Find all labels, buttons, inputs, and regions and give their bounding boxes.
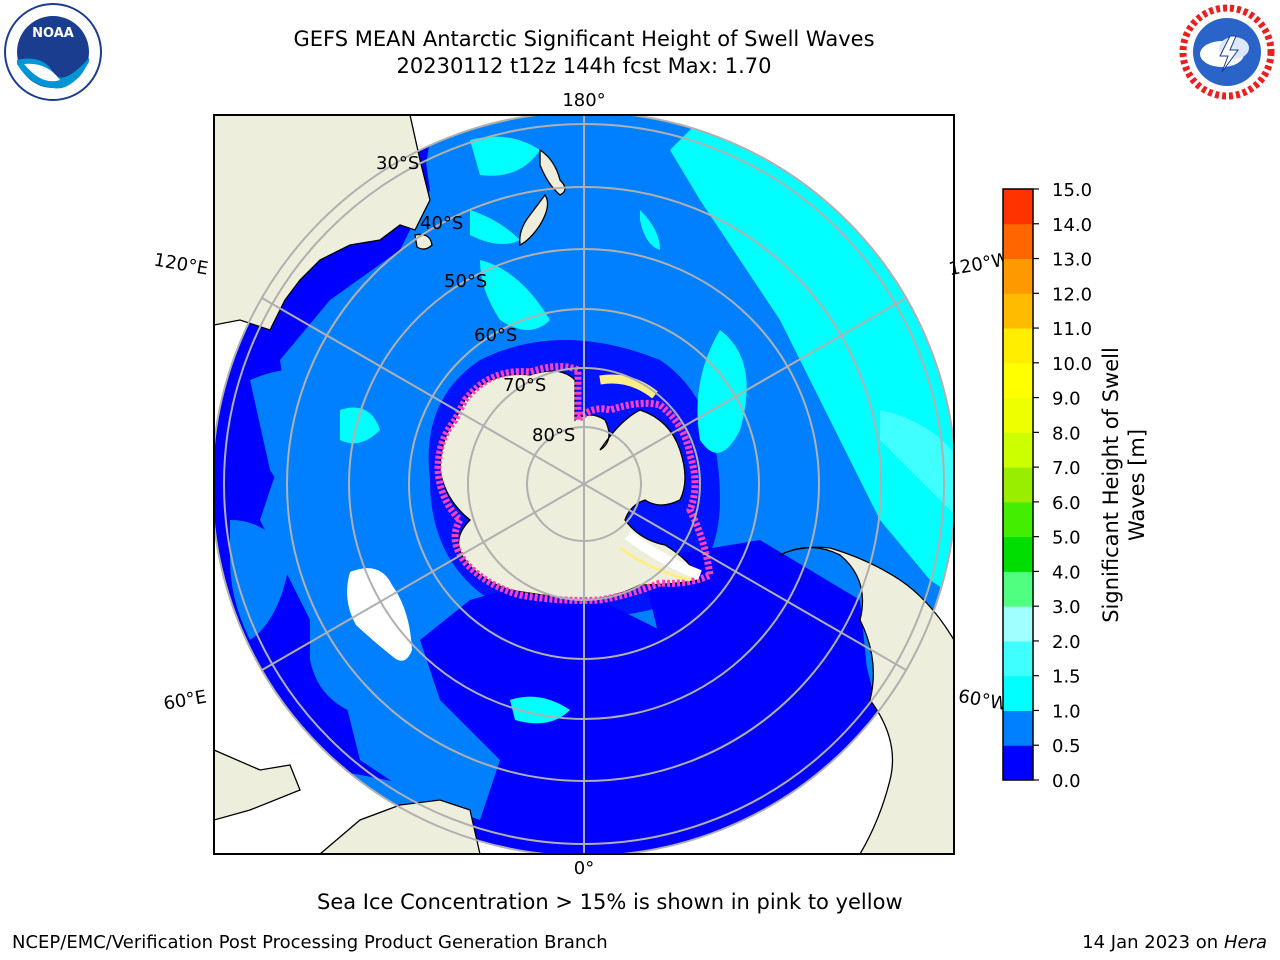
chart-title: GEFS MEAN Antarctic Significant Height o… <box>293 27 875 51</box>
madagascar <box>214 749 301 821</box>
noaa-logo-text: NOAA <box>32 26 74 41</box>
lon-label-top: 180° <box>562 90 605 111</box>
lat-label-30s: 30°S <box>376 153 419 174</box>
footer-date: 14 Jan 2023 on Hera <box>1082 932 1267 953</box>
lat-label-70s: 70°S <box>503 375 546 396</box>
colorbar-segment <box>1003 536 1033 572</box>
colorbar-segment <box>1003 258 1033 294</box>
colorbar-tick-label: 9.0 <box>1052 389 1081 410</box>
colorbar-tick-label: 15.0 <box>1052 180 1092 201</box>
ocean-swell-1.5-2.0 <box>880 410 954 520</box>
colorbar-tick-label: 1.0 <box>1052 701 1081 722</box>
sea-ice-edge <box>434 363 714 604</box>
colorbar-segment <box>1003 745 1033 781</box>
colorbar-segment <box>1003 397 1033 433</box>
colorbar-tick-label: 4.0 <box>1052 562 1081 583</box>
colorbar-segment <box>1003 467 1033 503</box>
colorbar-segment <box>1003 606 1033 642</box>
colorbar-tick-label: 6.0 <box>1052 493 1081 514</box>
colorbar-tick-label: 12.0 <box>1052 284 1092 305</box>
south-america <box>779 546 954 854</box>
colorbar-segment <box>1003 571 1033 607</box>
colorbar-tick-label: 8.0 <box>1052 423 1081 444</box>
colorbar-label: Significant Height of SwellWaves [m] <box>1099 347 1149 623</box>
colorbar-segment <box>1003 293 1033 329</box>
footer-date-text: 14 Jan 2023 on <box>1082 932 1224 953</box>
graticule <box>214 115 954 854</box>
colorbar-segment <box>1003 328 1033 364</box>
colorbar-tick-label: 11.0 <box>1052 319 1092 340</box>
colorbar-segment <box>1003 223 1033 260</box>
no-data-patch <box>347 568 412 661</box>
colorbar-tick-label: 1.5 <box>1052 667 1081 688</box>
chart-subtitle: 20230112 t12z 144h fcst Max: 1.70 <box>396 54 772 78</box>
noaa-logo-icon: NOAA <box>4 3 102 101</box>
sea-ice-caption: Sea Ice Concentration > 15% is shown in … <box>317 890 903 914</box>
footer-branch: NCEP/EMC/Verification Post Processing Pr… <box>12 932 608 953</box>
colorbar-segment <box>1003 501 1033 538</box>
colorbar-tick-label: 7.0 <box>1052 458 1081 479</box>
colorbar-segment <box>1003 675 1033 711</box>
lat-label-40s: 40°S <box>420 213 463 234</box>
colorbar-tick-label: 0.0 <box>1052 771 1081 792</box>
colorbar-tick-label: 14.0 <box>1052 215 1092 236</box>
australia <box>214 115 431 331</box>
colorbar-tick-label: 13.0 <box>1052 250 1092 271</box>
colorbar-segment <box>1003 432 1033 468</box>
map-frame <box>213 114 955 855</box>
lat-label-80s: 80°S <box>532 425 575 446</box>
colorbar-tick-label: 10.0 <box>1052 354 1092 375</box>
colorbar-segment <box>1003 640 1033 677</box>
lat-label-60s: 60°S <box>474 325 517 346</box>
lat-label-50s: 50°S <box>444 271 487 292</box>
colorbar-tick-label: 0.5 <box>1052 736 1081 757</box>
new-zealand <box>539 148 566 196</box>
colorbar-segment <box>1003 189 1033 225</box>
colorbar-tick-label: 5.0 <box>1052 528 1081 549</box>
colorbar-segment <box>1003 362 1033 399</box>
colorbar-tick-label: 3.0 <box>1052 597 1081 618</box>
colorbar-segment <box>1003 710 1033 746</box>
nws-logo-icon <box>1179 4 1275 100</box>
footer-machine: Hera <box>1223 932 1267 953</box>
colorbar-tick-label: 2.0 <box>1052 632 1081 653</box>
lon-label-bottom: 0° <box>574 858 594 879</box>
